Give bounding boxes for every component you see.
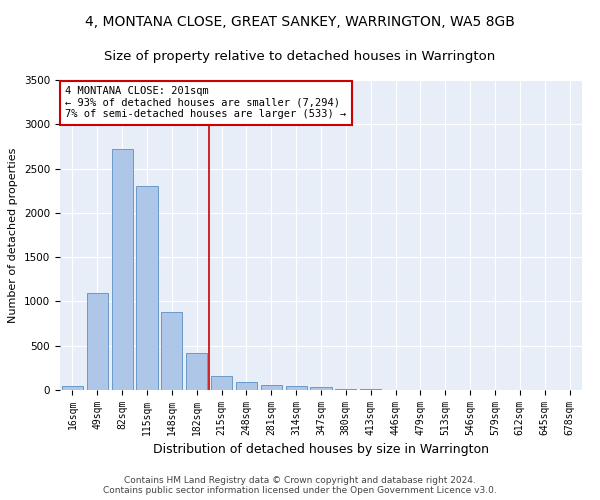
Bar <box>310 388 332 390</box>
Y-axis label: Number of detached properties: Number of detached properties <box>8 148 19 322</box>
X-axis label: Distribution of detached houses by size in Warrington: Distribution of detached houses by size … <box>153 444 489 456</box>
Bar <box>360 389 381 390</box>
Text: 4, MONTANA CLOSE, GREAT SANKEY, WARRINGTON, WA5 8GB: 4, MONTANA CLOSE, GREAT SANKEY, WARRINGT… <box>85 15 515 29</box>
Bar <box>236 382 257 390</box>
Bar <box>136 186 158 390</box>
Bar <box>62 386 83 390</box>
Bar <box>112 149 133 390</box>
Text: 4 MONTANA CLOSE: 201sqm
← 93% of detached houses are smaller (7,294)
7% of semi-: 4 MONTANA CLOSE: 201sqm ← 93% of detache… <box>65 86 346 120</box>
Text: Size of property relative to detached houses in Warrington: Size of property relative to detached ho… <box>104 50 496 63</box>
Bar <box>211 376 232 390</box>
Bar <box>161 312 182 390</box>
Bar <box>286 386 307 390</box>
Bar <box>335 388 356 390</box>
Bar <box>87 294 108 390</box>
Bar <box>186 353 207 390</box>
Bar <box>261 384 282 390</box>
Text: Contains HM Land Registry data © Crown copyright and database right 2024.
Contai: Contains HM Land Registry data © Crown c… <box>103 476 497 495</box>
